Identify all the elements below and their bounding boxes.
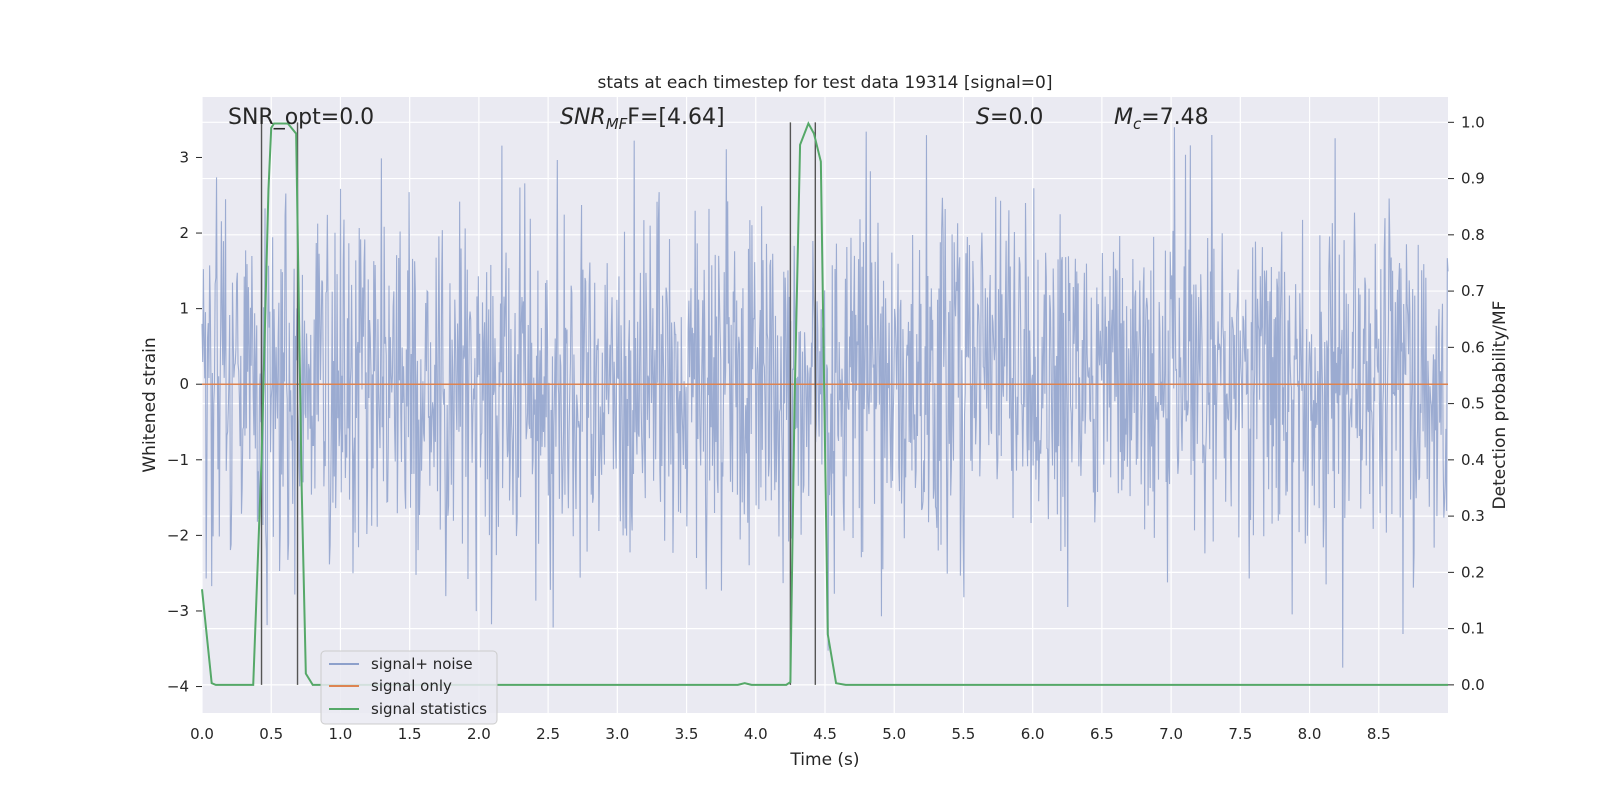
- x-tick-label: 3.5: [675, 725, 699, 743]
- x-tick-label: 2.0: [467, 725, 491, 743]
- y-tick-label: −4: [167, 678, 189, 696]
- legend-label-statistics: signal statistics: [371, 700, 487, 718]
- x-tick-label: 7.5: [1228, 725, 1252, 743]
- y2-tick-label: 0.3: [1461, 507, 1485, 525]
- x-tick-label: 6.0: [1021, 725, 1045, 743]
- x-tick-label: 7.0: [1159, 725, 1183, 743]
- y-tick-label: 3: [179, 148, 189, 166]
- detection-vlines: [260, 122, 817, 685]
- legend-box: [320, 650, 498, 725]
- y-tick-label: −2: [167, 526, 189, 544]
- x-tick-label: 5.5: [952, 725, 976, 743]
- y2-tick-label: 0.0: [1461, 676, 1485, 694]
- x-tick-label: 1.5: [398, 725, 422, 743]
- x-tick-label: 1.0: [329, 725, 353, 743]
- y2-tick-label: 0.1: [1461, 620, 1485, 638]
- y-ticks: −4 −3 −2 −1 0 1 2 3: [167, 148, 202, 696]
- y-tick-label: 2: [179, 224, 189, 242]
- annotation-snr-mf: SNRMFF=[4.64]: [560, 105, 725, 133]
- y-tick-label: 1: [179, 300, 189, 318]
- legend: signal+ noise signal only signal statist…: [320, 650, 498, 725]
- y2-ticks: 0.0 0.1 0.2 0.3 0.4 0.5 0.6 0.7 0.8 0.9 1.0: [1448, 113, 1485, 694]
- y2-axis-label: Detection probability/MF: [1490, 301, 1510, 510]
- series-signal-statistics: [201, 121, 1448, 686]
- x-tick-label: 0.0: [190, 725, 214, 743]
- y-tick-label: −1: [167, 451, 189, 469]
- x-tick-label: 8.0: [1298, 725, 1322, 743]
- y-axis-label: Whitened strain: [140, 337, 160, 472]
- x-tick-label: 8.5: [1367, 725, 1391, 743]
- annotation-s: S=0.0: [976, 105, 1043, 130]
- legend-label-signal-only: signal only: [371, 677, 452, 695]
- y2-tick-label: 0.7: [1461, 282, 1485, 300]
- y2-tick-label: 0.8: [1461, 226, 1485, 244]
- legend-label-noise: signal+ noise: [371, 655, 473, 673]
- y2-tick-label: 0.2: [1461, 563, 1485, 581]
- y2-tick-label: 0.5: [1461, 395, 1485, 413]
- y-tick-label: −3: [167, 602, 189, 620]
- y-tick-label: 0: [179, 375, 189, 393]
- annotation-mc: Mc=7.48: [1114, 105, 1209, 133]
- x-ticks: 0.0 0.5 1.0 1.5 2.0 2.5 3.0 3.5 4.0 4.5 5.0 5.5 6.0 6…: [190, 725, 1391, 743]
- annotation-snr-opt: SNR_opt=0.0: [228, 105, 374, 130]
- y2-tick-label: 0.4: [1461, 451, 1485, 469]
- x-tick-label: 4.5: [813, 725, 837, 743]
- x-tick-label: 2.5: [536, 725, 560, 743]
- x-axis-label: Time (s): [789, 750, 859, 770]
- x-tick-label: 3.0: [605, 725, 629, 743]
- x-tick-label: 0.5: [259, 725, 283, 743]
- statistics-line: [201, 121, 1448, 686]
- y2-tick-label: 1.0: [1461, 113, 1485, 131]
- x-tick-label: 5.0: [882, 725, 906, 743]
- y2-tick-label: 0.9: [1461, 170, 1485, 188]
- x-tick-label: 6.5: [1090, 725, 1114, 743]
- y2-tick-label: 0.6: [1461, 338, 1485, 356]
- x-tick-label: 4.0: [744, 725, 768, 743]
- chart-title: stats at each timestep for test data 193…: [598, 73, 1053, 93]
